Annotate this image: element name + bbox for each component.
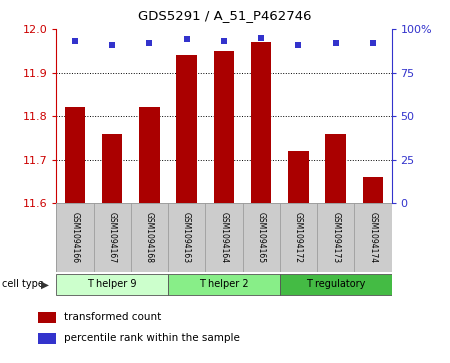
Point [183, 37, 190, 42]
Text: GSM1094173: GSM1094173 [331, 212, 340, 263]
Bar [325, 134, 346, 203]
Text: GSM1094172: GSM1094172 [294, 212, 303, 263]
Bar [317, 203, 354, 272]
Text: GSM1094166: GSM1094166 [70, 212, 79, 263]
Bar [56, 274, 168, 295]
Text: GSM1094163: GSM1094163 [182, 212, 191, 263]
Text: GSM1094168: GSM1094168 [145, 212, 154, 263]
Text: GDS5291 / A_51_P462746: GDS5291 / A_51_P462746 [138, 9, 312, 22]
Text: T regulatory: T regulatory [306, 280, 365, 289]
Bar [243, 203, 280, 272]
Text: GSM1094165: GSM1094165 [256, 212, 266, 263]
Bar [102, 134, 122, 203]
Text: percentile rank within the sample: percentile rank within the sample [64, 334, 239, 343]
Point [220, 38, 227, 44]
Bar [38, 333, 56, 344]
Bar [65, 107, 85, 203]
Bar [363, 177, 383, 203]
Text: GSM1094167: GSM1094167 [108, 212, 117, 263]
Bar [214, 51, 234, 203]
Text: ▶: ▶ [41, 280, 49, 289]
Bar [168, 274, 280, 295]
Bar [168, 203, 205, 272]
Text: transformed count: transformed count [64, 312, 161, 322]
Bar [280, 274, 392, 295]
Bar [131, 203, 168, 272]
Point [257, 35, 265, 41]
Point [295, 42, 302, 48]
Text: T helper 9: T helper 9 [87, 280, 137, 289]
Point [108, 42, 116, 48]
Text: T helper 2: T helper 2 [199, 280, 249, 289]
Bar [288, 151, 309, 203]
Bar [251, 42, 271, 203]
Point [332, 40, 339, 46]
Bar [205, 203, 243, 272]
Point [71, 38, 78, 44]
Text: cell type: cell type [2, 280, 44, 289]
Point [146, 40, 153, 46]
Bar [139, 107, 160, 203]
Bar [176, 55, 197, 203]
Text: GSM1094174: GSM1094174 [369, 212, 378, 263]
Bar [56, 203, 94, 272]
Bar [280, 203, 317, 272]
Bar [38, 312, 56, 323]
Point [369, 40, 377, 46]
Bar [94, 203, 131, 272]
Bar [354, 203, 392, 272]
Text: GSM1094164: GSM1094164 [220, 212, 228, 263]
